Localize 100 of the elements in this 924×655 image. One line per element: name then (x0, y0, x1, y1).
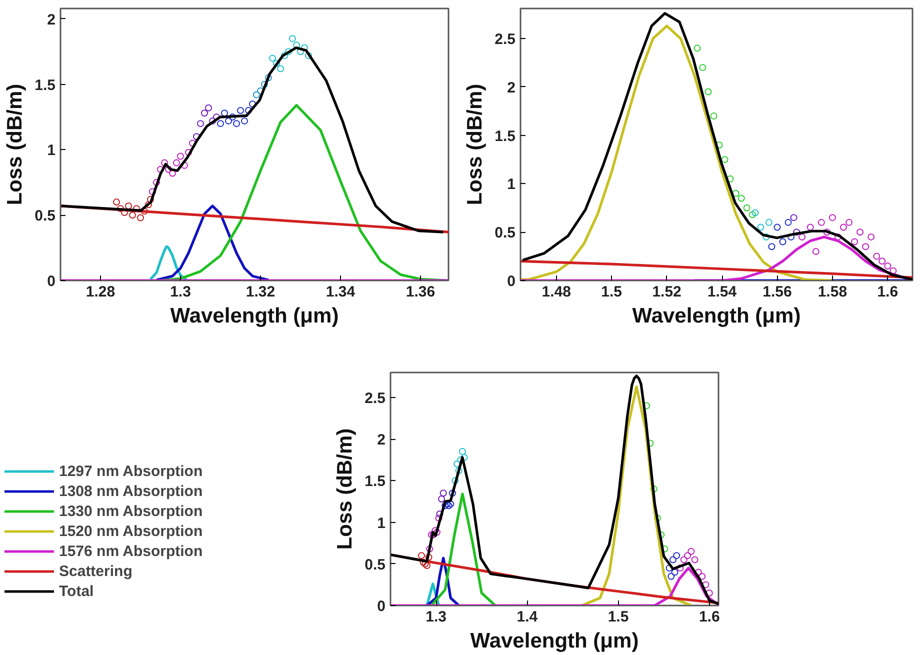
point (721, 156, 728, 163)
point (726, 175, 734, 182)
point (890, 267, 897, 274)
point (856, 228, 864, 236)
point (798, 233, 806, 240)
point (779, 238, 786, 246)
point (229, 114, 236, 121)
y-tick-label: 1 (377, 514, 386, 532)
line-series (521, 12, 912, 280)
point (455, 467, 462, 474)
x-tick-label: 1.48 (542, 284, 571, 300)
y-tick-label: 2 (507, 79, 516, 96)
y-tick-label: 2 (47, 11, 56, 28)
point (201, 110, 208, 117)
point (460, 454, 468, 461)
x-tick-label: 1.56 (762, 284, 792, 300)
point (277, 65, 284, 72)
point (261, 80, 268, 88)
point (423, 562, 430, 570)
point (269, 54, 276, 62)
point (694, 44, 701, 52)
point (209, 117, 216, 124)
point (436, 510, 444, 518)
point (762, 233, 770, 240)
y-tick-label: 0 (47, 273, 56, 290)
point (425, 554, 432, 561)
point (702, 581, 710, 588)
point (438, 495, 446, 502)
x-tick-label: 1.54 (707, 284, 738, 300)
point (706, 590, 713, 597)
line-series (390, 374, 718, 606)
y-tick-label: 1.5 (34, 76, 56, 94)
x-tick-label: 1.28 (86, 284, 116, 300)
point (137, 214, 144, 222)
legend-label: 1520 nm Absorption (59, 522, 203, 540)
y-axis-title: Loss (dB/m) (334, 428, 357, 550)
point (153, 178, 160, 186)
x-tick-label: 1.6 (877, 284, 898, 300)
point (752, 209, 759, 216)
point (669, 556, 676, 564)
legend-label: Total (59, 582, 94, 600)
point (177, 152, 184, 160)
point (440, 490, 447, 497)
x-tick-label: 1.52 (652, 284, 682, 300)
point (447, 500, 454, 508)
point (205, 104, 212, 112)
point (149, 188, 156, 196)
point (145, 201, 152, 208)
point (185, 148, 192, 156)
point (673, 552, 680, 560)
x-axis-title: Wavelength (μm) (170, 304, 339, 328)
point (774, 224, 781, 231)
point (738, 194, 745, 202)
x-tick-label: 1.34 (326, 284, 356, 300)
point (828, 214, 836, 222)
y-tick-label: 1.5 (364, 473, 386, 490)
point (448, 490, 456, 497)
point (732, 190, 740, 197)
point (699, 64, 706, 72)
y-tick-label: 0 (507, 273, 516, 290)
y-tick-label: 2 (377, 432, 386, 449)
line-series (520, 24, 834, 280)
point (784, 218, 792, 226)
y-tick-label: 0.5 (34, 208, 56, 225)
point (225, 117, 232, 124)
y-tick-label: 1.5 (494, 128, 516, 145)
x-tick-label: 1.4 (516, 608, 538, 626)
point (305, 52, 312, 60)
point (806, 224, 814, 231)
point (117, 205, 124, 212)
point (458, 448, 466, 456)
point (790, 214, 798, 222)
point (221, 110, 228, 117)
point (878, 258, 886, 265)
point (851, 238, 858, 246)
point (676, 564, 684, 572)
point (818, 218, 825, 226)
y-axis-title: Loss (dB/m) (4, 84, 27, 206)
point (147, 196, 154, 203)
point (698, 572, 706, 580)
line-series (430, 492, 497, 606)
legend-label: Scattering (59, 562, 132, 580)
point (710, 112, 718, 120)
point (748, 211, 756, 218)
point (129, 212, 136, 219)
point (840, 224, 847, 231)
y-tick-label: 1 (47, 142, 56, 160)
point (668, 572, 675, 580)
point (884, 262, 892, 270)
point (420, 558, 427, 566)
y-tick-label: 2.5 (364, 390, 386, 407)
point (868, 233, 875, 240)
point (691, 556, 698, 564)
point (873, 252, 880, 260)
point (418, 552, 425, 560)
x-tick-label: 1.5 (608, 608, 629, 626)
point (768, 243, 776, 250)
y-tick-label: 0 (377, 598, 386, 615)
point (757, 224, 764, 231)
point (426, 545, 434, 552)
